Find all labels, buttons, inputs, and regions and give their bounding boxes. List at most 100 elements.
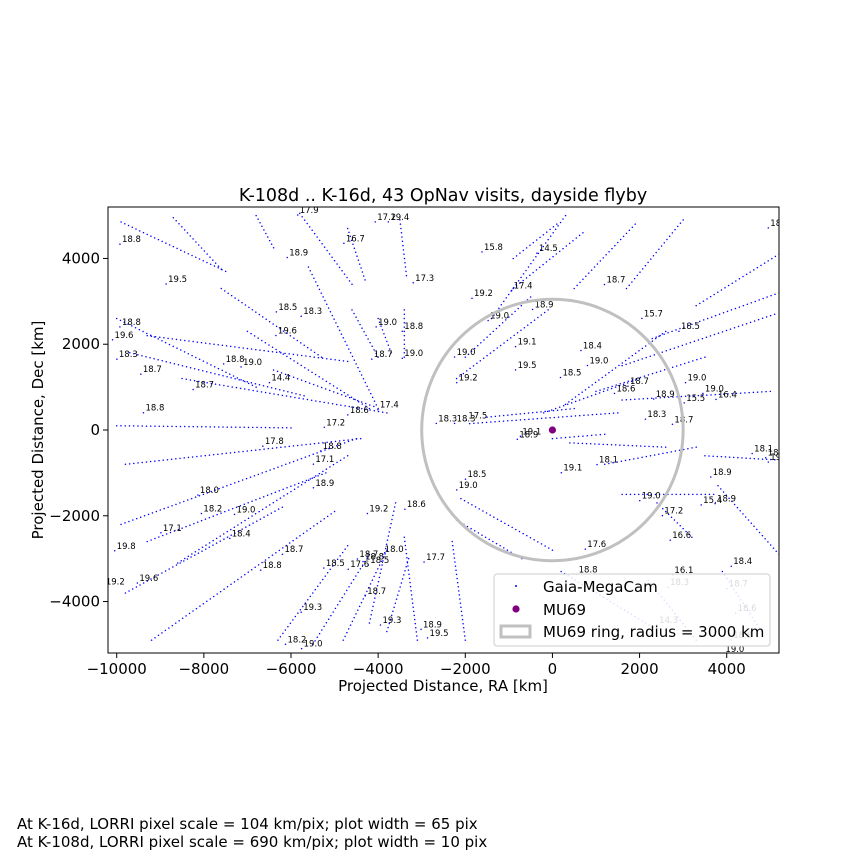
y-axis-label: Projected Distance, Dec [km] xyxy=(29,321,47,540)
star-point xyxy=(348,280,351,282)
star-point xyxy=(489,352,492,354)
star-point xyxy=(346,227,349,230)
star-point xyxy=(670,451,673,453)
star-point xyxy=(329,568,331,571)
star-point xyxy=(511,526,513,529)
star-point xyxy=(386,412,388,414)
star-point xyxy=(403,326,406,328)
star-point xyxy=(346,276,348,279)
star-point xyxy=(416,639,419,641)
star-point xyxy=(261,508,264,511)
star-point xyxy=(306,222,308,225)
star-point xyxy=(455,573,458,576)
star-point xyxy=(635,377,638,380)
star-point xyxy=(155,510,158,513)
star-point xyxy=(286,332,288,335)
star-point xyxy=(251,309,254,311)
star-point xyxy=(200,512,203,515)
star-point xyxy=(426,637,429,639)
star-point xyxy=(477,532,480,534)
y-tick-label: 4000 xyxy=(62,249,100,267)
star-point xyxy=(405,548,407,551)
star-point xyxy=(225,345,228,347)
star-point xyxy=(138,328,141,331)
star-point xyxy=(535,239,538,241)
star-point xyxy=(326,515,329,518)
star-point xyxy=(209,598,212,600)
star-point xyxy=(336,392,339,395)
star-point xyxy=(708,455,710,457)
star-point xyxy=(296,339,299,342)
star-point xyxy=(634,352,637,354)
star-point xyxy=(749,271,751,273)
star-point xyxy=(266,385,269,388)
star-point xyxy=(392,610,394,613)
star-point xyxy=(603,433,606,436)
star-point xyxy=(556,437,558,439)
star-point xyxy=(671,366,674,369)
star-point xyxy=(406,557,408,559)
star-point xyxy=(495,542,498,545)
star-point xyxy=(227,385,229,387)
star-point xyxy=(368,622,371,624)
star-point xyxy=(557,225,559,227)
star-point xyxy=(415,631,418,633)
star-point xyxy=(204,548,207,550)
star-point xyxy=(198,495,201,497)
star-point xyxy=(729,328,732,330)
star-point xyxy=(664,510,667,513)
star-point xyxy=(407,557,410,560)
star-label: 16.6 xyxy=(672,531,691,541)
star-point xyxy=(244,519,246,522)
star-point xyxy=(343,242,345,245)
star-point xyxy=(619,238,622,241)
star-point xyxy=(664,446,667,448)
star-label: 17.6 xyxy=(587,540,606,550)
star-point xyxy=(683,402,685,404)
star-label: 19.0 xyxy=(243,358,262,368)
star-point xyxy=(545,261,548,263)
star-point xyxy=(753,525,755,528)
star-point xyxy=(700,504,702,506)
star-point xyxy=(210,490,213,493)
star-label: 19.0 xyxy=(688,374,707,384)
star-point xyxy=(302,605,304,608)
star-point xyxy=(284,643,287,646)
star-point xyxy=(232,375,235,377)
star-point xyxy=(465,370,468,372)
star-point xyxy=(219,535,221,537)
star-point xyxy=(346,344,348,346)
star-point xyxy=(328,253,331,255)
star-point xyxy=(275,351,278,354)
star-point xyxy=(371,609,373,612)
star-point xyxy=(261,339,263,342)
star-point xyxy=(725,329,728,332)
star-point xyxy=(256,520,258,522)
star-point xyxy=(569,408,571,410)
star-point xyxy=(276,499,278,502)
star-point xyxy=(377,356,379,358)
star-point xyxy=(294,484,296,486)
star-point xyxy=(697,339,700,341)
star-point xyxy=(229,373,231,375)
star-point xyxy=(525,269,527,272)
star-point xyxy=(175,564,178,566)
star-point xyxy=(247,382,250,385)
star-point xyxy=(289,335,292,337)
star-point xyxy=(621,399,623,401)
star-label: 19.0 xyxy=(725,645,744,655)
star-point xyxy=(533,319,536,321)
legend-mu69-marker xyxy=(512,605,520,613)
star-point xyxy=(265,506,267,508)
star-point xyxy=(748,391,750,394)
star-point xyxy=(180,249,182,251)
star-label: 18.5 xyxy=(370,556,389,566)
star-point xyxy=(234,297,236,299)
star-point xyxy=(193,522,195,525)
star-point xyxy=(139,516,142,518)
star-point xyxy=(347,394,349,396)
star-point xyxy=(206,492,209,494)
star-point xyxy=(402,249,405,251)
star-point xyxy=(465,419,468,422)
star-point xyxy=(352,398,355,400)
